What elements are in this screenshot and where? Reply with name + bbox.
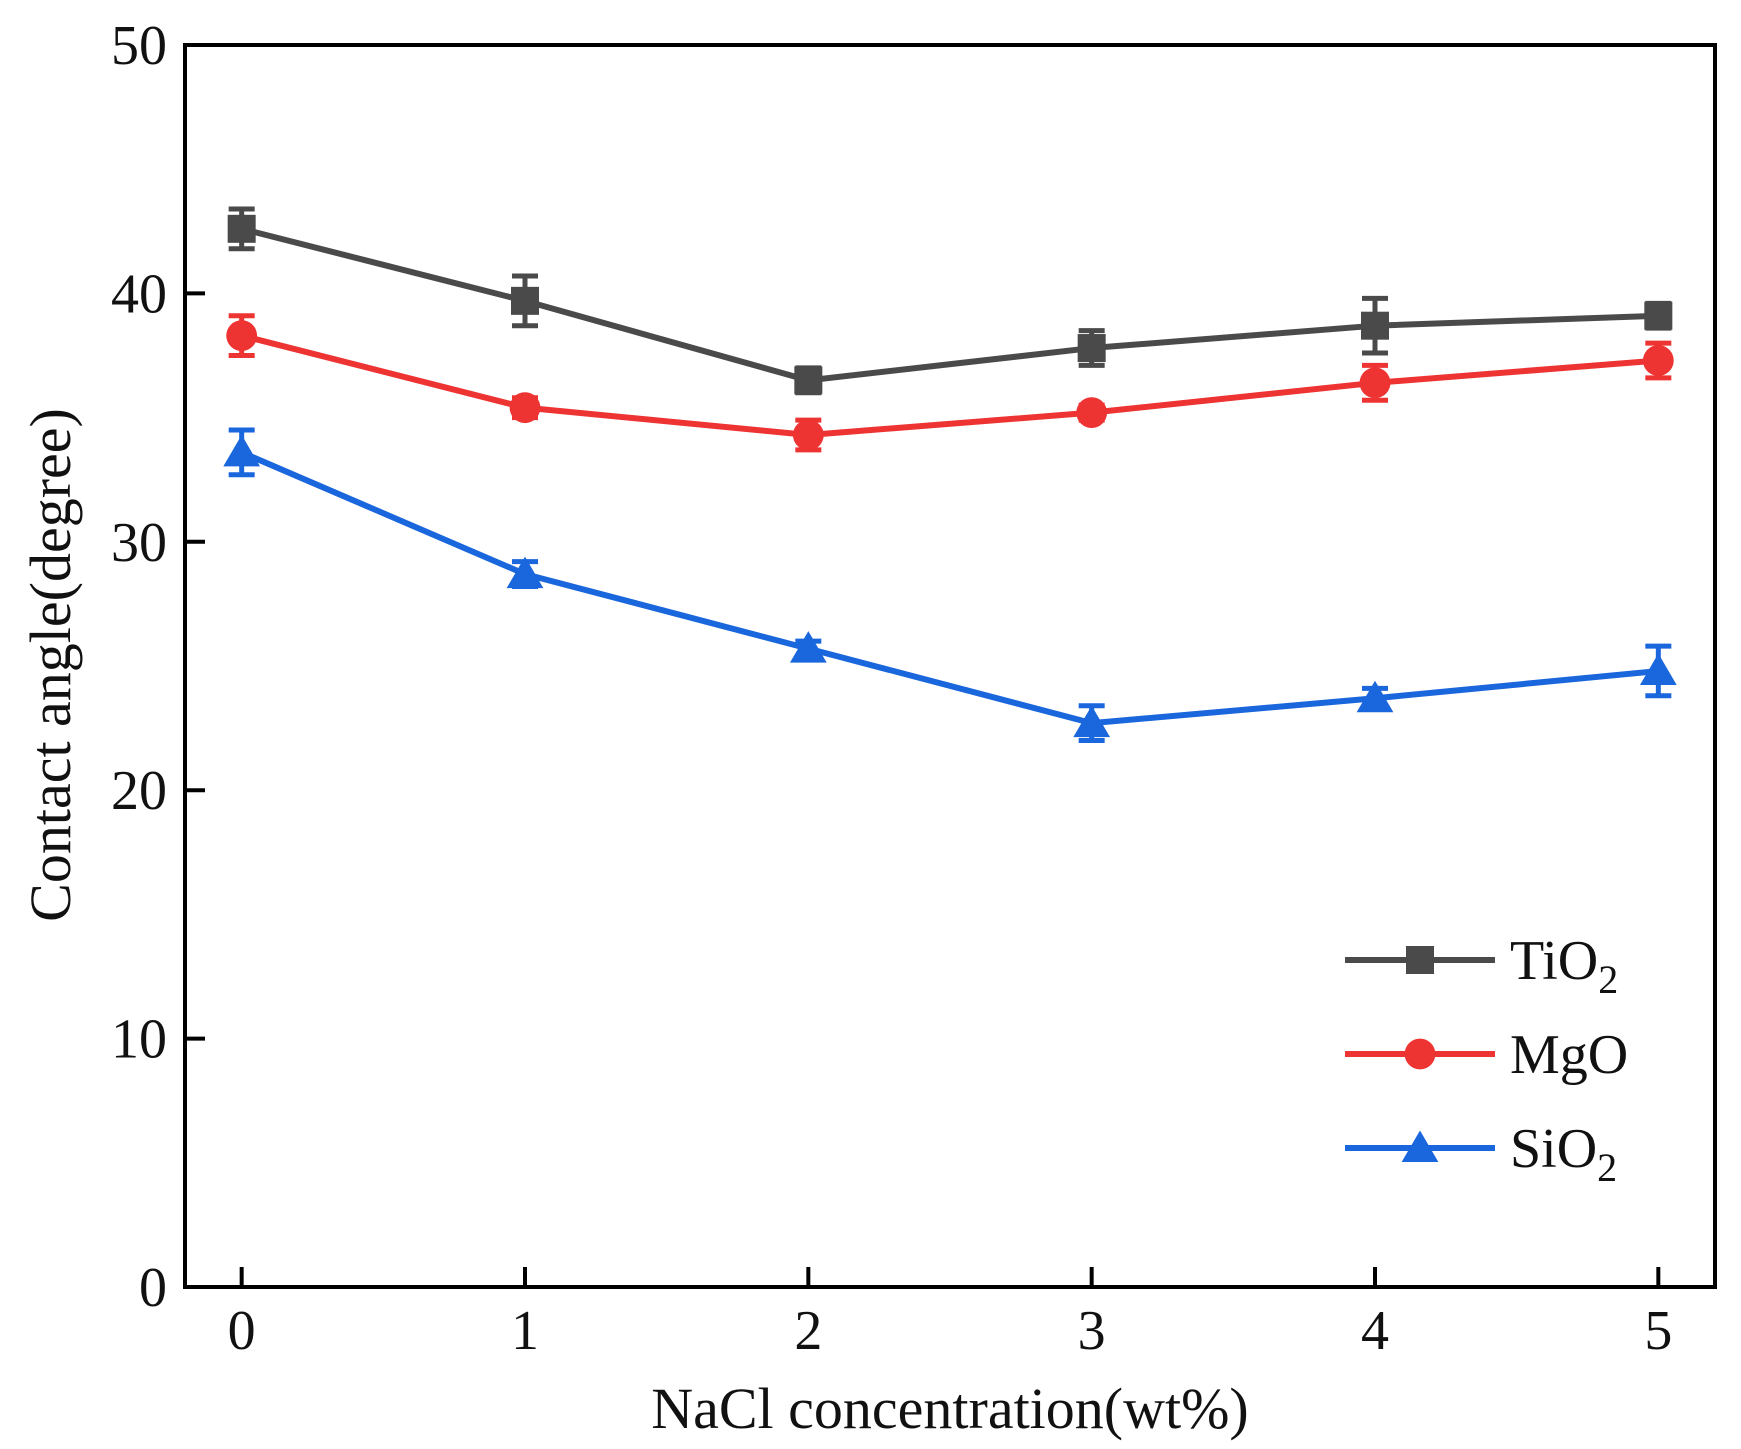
legend-item: TiO2 xyxy=(1345,930,1618,1002)
data-point xyxy=(226,320,258,352)
series-line xyxy=(240,225,1659,384)
x-tick-label: 5 xyxy=(1644,1300,1672,1362)
x-tick-label: 1 xyxy=(511,1300,539,1362)
legend-item: MgO xyxy=(1345,1024,1628,1086)
data-point xyxy=(789,631,827,663)
legend-marker xyxy=(1404,1038,1436,1070)
data-point xyxy=(509,392,541,424)
data-point xyxy=(1361,311,1389,340)
legend-marker xyxy=(1406,946,1434,974)
y-tick-label: 40 xyxy=(111,263,167,325)
y-tick-label: 30 xyxy=(111,512,167,574)
series-mgo xyxy=(226,313,1674,453)
y-axis: 0 10 20 30 40 50 xyxy=(111,15,205,1319)
y-tick-label: 20 xyxy=(111,760,167,822)
legend-label: TiO2 xyxy=(1510,930,1618,1002)
data-point xyxy=(1644,301,1673,330)
y-tick-label: 10 xyxy=(111,1009,167,1071)
series-layer xyxy=(223,206,1677,744)
series-tio2 xyxy=(227,206,1673,396)
data-point xyxy=(223,434,261,467)
y-tick-label: 0 xyxy=(139,1257,167,1319)
data-point xyxy=(1359,367,1391,399)
x-tick-label: 0 xyxy=(228,1300,256,1362)
legend-label: SiO2 xyxy=(1510,1118,1617,1190)
legend: TiO2 MgO SiO2 xyxy=(1345,930,1628,1190)
x-tick-label: 2 xyxy=(794,1300,822,1362)
x-tick-label: 3 xyxy=(1078,1300,1106,1362)
data-point xyxy=(1356,680,1394,713)
data-point xyxy=(792,419,824,451)
y-axis-title: Contact angle(degree) xyxy=(18,408,83,922)
series-sio2 xyxy=(223,427,1677,744)
data-point xyxy=(227,214,256,243)
series-line xyxy=(240,332,1659,438)
legend-item: SiO2 xyxy=(1345,1118,1617,1190)
data-point xyxy=(794,366,823,395)
plot-frame xyxy=(183,43,1717,1289)
data-point xyxy=(1639,653,1677,685)
x-axis: 0 1 2 3 4 5 xyxy=(228,1267,1672,1362)
data-point xyxy=(1077,334,1106,363)
data-point xyxy=(506,556,544,589)
legend-label: MgO xyxy=(1510,1024,1628,1086)
data-point xyxy=(1642,345,1674,376)
x-axis-title: NaCl concentration(wt%) xyxy=(651,1376,1249,1441)
data-point xyxy=(1076,397,1108,429)
series-line xyxy=(240,449,1659,727)
legend-marker xyxy=(1401,1130,1439,1162)
y-tick-label: 50 xyxy=(111,15,167,77)
data-point xyxy=(511,286,539,315)
x-tick-label: 4 xyxy=(1361,1300,1389,1362)
data-point xyxy=(1073,705,1111,738)
